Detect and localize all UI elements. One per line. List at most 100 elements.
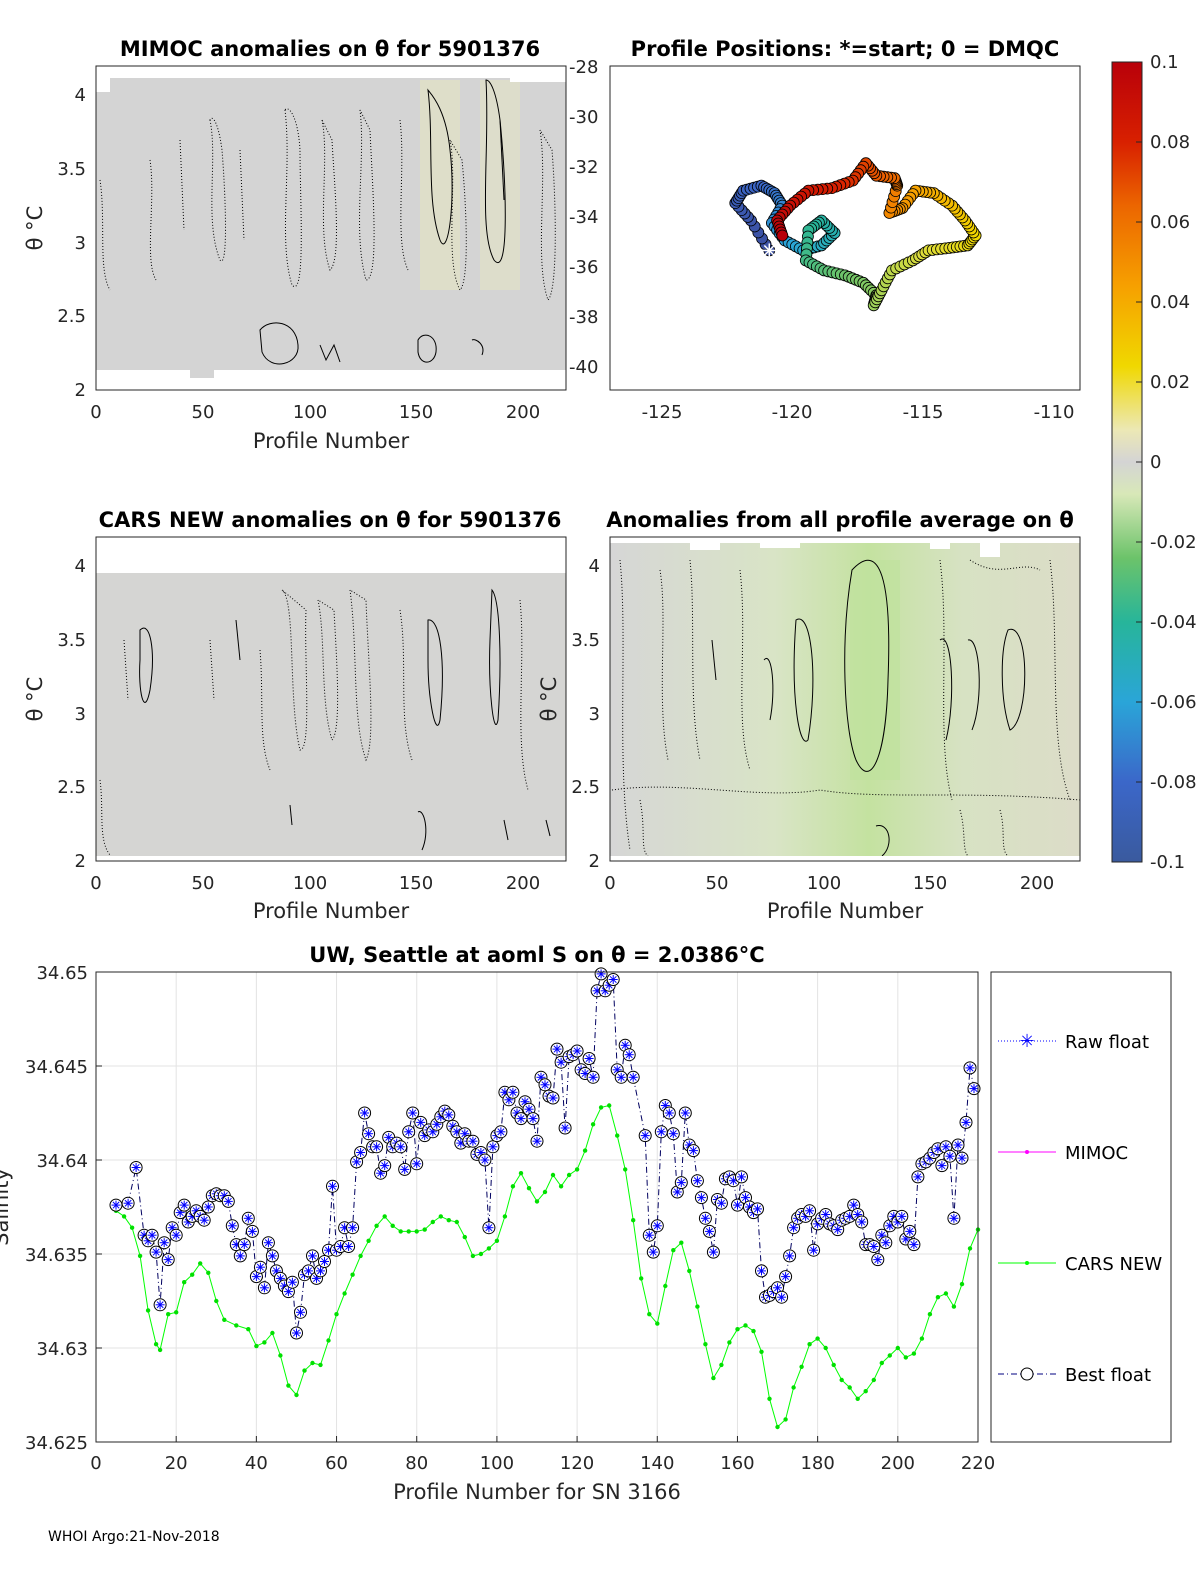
best-float-point <box>530 1134 544 1148</box>
cars-new-point <box>334 1312 339 1317</box>
cars-new-point <box>326 1338 331 1343</box>
mimoc-xtick-0: 0 <box>90 402 101 423</box>
cars-new-point <box>190 1272 195 1277</box>
best-float-point <box>662 1106 676 1120</box>
cars-ytick-2.5: 2.5 <box>57 777 86 798</box>
cars-new-point <box>566 1172 572 1178</box>
best-float-point <box>370 1140 384 1154</box>
colorbar-tick-label: 0.04 <box>1150 292 1190 313</box>
cars-new-point <box>121 1214 127 1219</box>
cars-ylabel: θ °C <box>23 677 47 722</box>
best-float-point <box>153 1298 167 1312</box>
cars-new-point <box>831 1362 836 1368</box>
best-float-point <box>290 1326 303 1340</box>
best-float-point <box>318 1255 331 1268</box>
cars-new-point <box>839 1377 844 1383</box>
start-marker <box>762 243 777 258</box>
cars-new-point <box>145 1308 151 1313</box>
best-float-point <box>398 1162 412 1176</box>
average-ylabel: θ °C <box>537 677 561 722</box>
x-tick-label: 0 <box>90 1453 101 1474</box>
cars-ytick-2: 2 <box>75 851 86 872</box>
best-float-point <box>466 1134 480 1148</box>
best-float-point <box>947 1211 961 1225</box>
cars-xtick-50: 50 <box>192 873 215 894</box>
legend-mimoc: MIMOC <box>998 1143 1128 1164</box>
cars-new-point <box>214 1298 219 1304</box>
best-float-point <box>478 1153 492 1167</box>
panel-salinity: UW, Seattle at aoml S on θ = 2.0386°C 0 2… <box>0 943 1172 1504</box>
best-float-point <box>935 1159 949 1173</box>
cars-new-point <box>631 1218 636 1223</box>
cars-new-point <box>157 1347 163 1353</box>
legend-best-float: Best float <box>998 1365 1151 1386</box>
cars-new-point <box>799 1364 804 1370</box>
mimoc-ytick-3: 3 <box>75 233 86 254</box>
cars-new-point <box>234 1323 239 1328</box>
colorbar-tick-label: 0.08 <box>1150 132 1190 153</box>
legend-cars-new: CARS NEW <box>998 1254 1162 1275</box>
y-tick-label: 34.645 <box>25 1057 88 1078</box>
best-float-point <box>225 1219 239 1233</box>
cars-new-point <box>871 1377 876 1383</box>
cars-new-point <box>198 1261 203 1266</box>
cars-new-point <box>687 1268 692 1274</box>
panel-average: Anomalies from all profile average on θ <box>537 508 1081 923</box>
panel-positions: Profile Positions: *=start; 0 = DMQC -12… <box>569 37 1081 423</box>
cars-new-point <box>791 1385 796 1390</box>
cars-new-point <box>895 1345 900 1351</box>
cars-new-point <box>935 1295 941 1300</box>
cars-new-point <box>879 1360 884 1366</box>
cars-new-point <box>310 1360 315 1366</box>
float-track <box>729 157 982 312</box>
cars-new-point <box>590 1122 596 1127</box>
cars-new-point <box>302 1368 307 1373</box>
cars-new-point <box>518 1171 524 1176</box>
best-float-point <box>943 1149 957 1163</box>
best-float-point <box>245 1224 259 1238</box>
best-float-point <box>606 973 620 986</box>
best-float-point <box>526 1112 540 1126</box>
cars-new-point <box>542 1189 548 1195</box>
best-float-point <box>538 1078 552 1092</box>
best-float-point <box>678 1106 692 1120</box>
best-float-point <box>306 1249 319 1263</box>
best-float-point <box>855 1215 869 1229</box>
average-xtick-0: 0 <box>604 873 615 894</box>
positions-title: Profile Positions: *=start; 0 = DMQC <box>631 37 1060 61</box>
best-float-point <box>967 1082 981 1096</box>
cars-ytick-3: 3 <box>75 704 86 725</box>
colorbar-tick-label: -0.06 <box>1150 692 1197 713</box>
x-tick-label: 60 <box>325 1453 348 1474</box>
colorbar-tick-label: -0.08 <box>1150 772 1197 793</box>
colorbar-ticks: 0.1 0.08 0.06 0.04 0.02 0 -0.02 -0.04 -0.06 -0.08… <box>1136 52 1197 873</box>
cars-new-point <box>919 1336 925 1341</box>
cars-new-point <box>751 1328 756 1334</box>
best-float-point <box>903 1224 917 1238</box>
best-float-point <box>177 1198 191 1212</box>
best-float-point <box>410 1157 424 1171</box>
cars-new-point <box>863 1389 868 1394</box>
best-float-point <box>895 1209 909 1223</box>
mimoc-xtick-150: 150 <box>399 402 433 423</box>
best-float-point <box>414 1115 428 1129</box>
best-float-point <box>955 1151 969 1165</box>
best-float-point <box>378 1159 392 1173</box>
cars-ytick-3.5: 3.5 <box>57 630 86 651</box>
legend-cars-new-label: CARS NEW <box>1065 1254 1162 1275</box>
best-float-point <box>261 1236 275 1250</box>
best-float-point <box>358 1106 372 1120</box>
best-float-point <box>951 1138 965 1152</box>
cars-new-point <box>847 1385 852 1390</box>
y-tick-label: 34.65 <box>36 963 88 984</box>
best-float-point <box>614 1070 628 1084</box>
best-float-point <box>638 1129 652 1143</box>
mimoc-ytick-2.5: 2.5 <box>57 306 86 327</box>
cars-new-point <box>574 1167 580 1172</box>
average-ytick-4: 4 <box>589 556 600 577</box>
best-float-point <box>253 1260 267 1274</box>
best-float-point <box>666 1127 680 1141</box>
mimoc-xtick-100: 100 <box>293 402 327 423</box>
x-tick-label: 200 <box>881 1453 915 1474</box>
x-tick-label: 180 <box>800 1453 834 1474</box>
